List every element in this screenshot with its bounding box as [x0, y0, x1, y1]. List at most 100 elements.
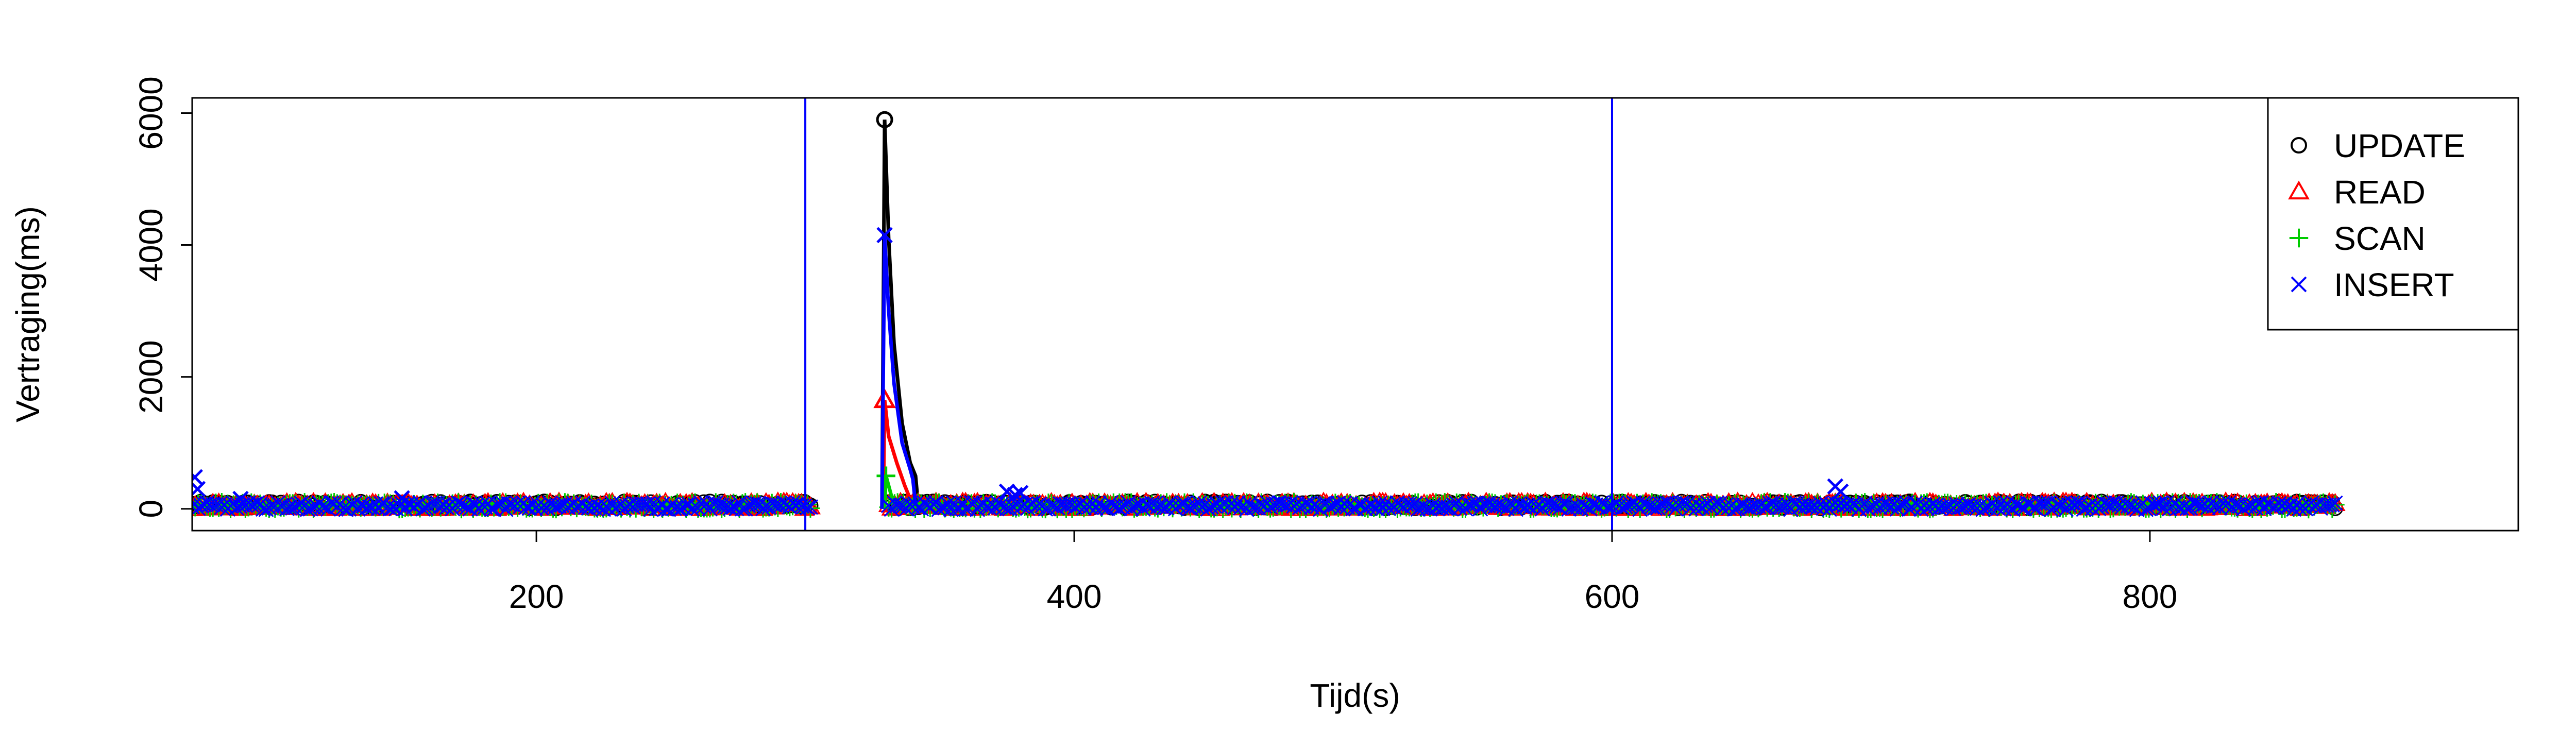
data-point-insert — [690, 500, 706, 516]
data-point-insert — [1517, 499, 1533, 515]
legend-item-insert: INSERT — [2291, 266, 2454, 303]
outlier-point-insert — [1007, 487, 1023, 503]
data-point-insert — [2318, 497, 2334, 513]
data-point-insert — [1913, 501, 1929, 517]
x-tick-label: 800 — [2123, 578, 2178, 615]
peak-point-insert — [876, 227, 893, 244]
data-point-insert — [2067, 496, 2083, 512]
data-point-insert — [1401, 496, 1417, 512]
outlier-point-insert — [1832, 483, 1849, 500]
y-tick-label: 0 — [132, 500, 170, 518]
spike-line-update — [880, 120, 920, 509]
data-point-insert — [1416, 499, 1432, 515]
x-axis-label: Tijd(s) — [1310, 677, 1400, 714]
data-point-insert — [205, 497, 221, 513]
data-point-insert — [524, 495, 540, 511]
data-point-insert — [2212, 500, 2228, 516]
legend-items: UPDATE READ SCAN INSERT — [2288, 127, 2465, 303]
data-point-insert — [746, 496, 762, 512]
data-point-insert — [1303, 499, 1320, 515]
data-point-insert — [1549, 498, 1565, 514]
x-tick-label: 400 — [1047, 578, 1102, 615]
peak-point-scan — [876, 466, 895, 485]
series-update — [192, 111, 2344, 516]
data-point-insert — [1014, 498, 1030, 514]
data-point-insert — [2120, 498, 2136, 514]
outlier-point-insert — [1012, 485, 1029, 501]
data-point-insert — [1833, 496, 1849, 512]
data-point-insert — [1777, 499, 1793, 515]
data-point-insert — [1369, 501, 1385, 517]
data-layer — [192, 98, 2346, 531]
data-point-insert — [1644, 499, 1660, 515]
legend-marker-scan — [2289, 228, 2309, 248]
data-point-insert — [2324, 497, 2340, 513]
data-point-insert — [2105, 495, 2121, 511]
data-point-insert — [1975, 501, 1991, 517]
data-point-insert — [919, 498, 935, 514]
legend-item-update: UPDATE — [2291, 127, 2465, 164]
data-point-insert — [1321, 499, 1337, 515]
data-point-insert — [489, 497, 505, 513]
data-point-insert — [1191, 495, 1207, 511]
legend-marker-update — [2291, 137, 2307, 154]
data-point-insert — [299, 501, 315, 517]
data-point-insert — [2289, 496, 2304, 512]
data-point-insert — [1892, 496, 1908, 512]
data-point-insert — [1529, 499, 1545, 515]
data-point-insert — [999, 500, 1015, 517]
data-point-insert — [2153, 495, 2168, 511]
legend-marker-read — [2288, 180, 2310, 200]
data-point-insert — [1493, 498, 1509, 514]
data-point-insert — [1940, 499, 1956, 515]
data-point-insert — [1623, 496, 1639, 512]
data-point-insert — [1768, 497, 1784, 513]
data-point-insert — [1816, 500, 1832, 516]
data-point-insert — [2206, 498, 2222, 514]
data-point-insert — [1540, 496, 1556, 512]
y-axis-label: Vertraging(ms) — [9, 206, 46, 422]
peak-point-update — [876, 111, 893, 128]
data-point-insert — [937, 500, 953, 516]
data-point-insert — [1182, 500, 1198, 516]
data-point-insert — [1153, 498, 1169, 514]
data-point-insert — [1812, 496, 1828, 512]
data-point-insert — [1094, 499, 1110, 515]
data-point-insert — [246, 496, 262, 512]
data-point-insert — [1952, 499, 1968, 515]
outlier-point-insert — [232, 490, 249, 507]
data-point-insert — [722, 500, 739, 516]
data-point-insert — [1960, 497, 1976, 513]
data-point-insert — [1656, 496, 1672, 512]
data-point-insert — [800, 500, 816, 516]
data-point-insert — [2200, 499, 2216, 516]
legend-label: UPDATE — [2334, 127, 2465, 164]
data-point-insert — [1028, 498, 1045, 514]
data-point-insert — [1990, 500, 2006, 516]
outlier-point-insert — [192, 469, 203, 486]
spike-line-insert — [880, 235, 918, 509]
data-point-insert — [1111, 501, 1127, 517]
outlier-point-insert — [394, 490, 410, 507]
data-point-insert — [640, 496, 656, 512]
data-point-insert — [521, 500, 537, 516]
data-point-insert — [785, 495, 801, 511]
legend-label: SCAN — [2334, 220, 2426, 257]
axes-layer: 200 400 600 800 0 2000 4000 6000 — [132, 76, 2177, 615]
legend-label: READ — [2334, 174, 2426, 211]
data-point-insert — [708, 495, 724, 511]
data-point-insert — [415, 501, 431, 517]
legend-item-scan: SCAN — [2289, 220, 2426, 257]
data-point-insert — [2221, 495, 2236, 511]
data-point-insert — [1378, 496, 1394, 512]
legend: UPDATE READ SCAN INSERT — [2267, 97, 2519, 331]
data-point-insert — [2194, 497, 2210, 513]
data-point-insert — [291, 497, 307, 513]
data-point-insert — [1437, 499, 1453, 515]
x-tick-label: 200 — [509, 578, 564, 615]
y-tick-label: 6000 — [132, 76, 170, 149]
y-tick-label: 4000 — [132, 208, 170, 281]
y-tick-label: 2000 — [132, 340, 170, 413]
data-point-insert — [335, 500, 351, 516]
